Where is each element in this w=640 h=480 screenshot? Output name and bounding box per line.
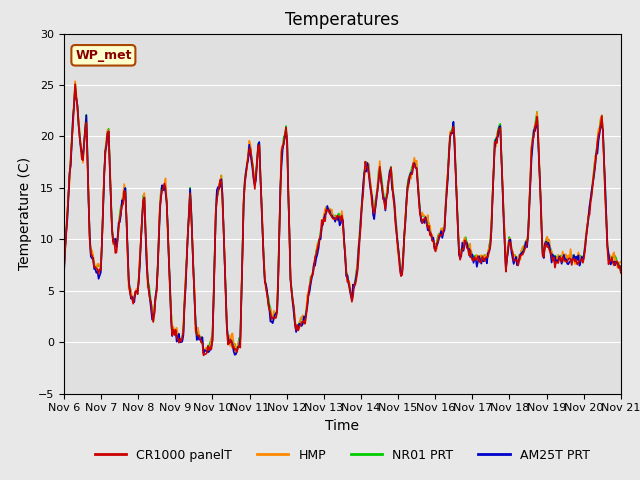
AM25T PRT	[60, 271, 68, 276]
AM25T PRT	[71, 84, 79, 90]
X-axis label: Time: Time	[325, 419, 360, 433]
HMP	[519, 244, 527, 250]
HMP	[60, 268, 68, 274]
HMP	[394, 248, 401, 253]
Line: CR1000 panelT: CR1000 panelT	[64, 84, 621, 355]
CR1000 panelT	[71, 82, 79, 87]
NR01 PRT	[606, 254, 614, 260]
CR1000 panelT	[60, 265, 68, 271]
AM25T PRT	[617, 268, 625, 274]
HMP	[330, 213, 338, 219]
NR01 PRT	[617, 264, 625, 270]
CR1000 panelT	[519, 252, 527, 258]
NR01 PRT	[394, 240, 401, 245]
Line: NR01 PRT: NR01 PRT	[64, 83, 621, 351]
CR1000 panelT	[617, 270, 625, 276]
HMP	[606, 252, 614, 258]
Line: AM25T PRT: AM25T PRT	[64, 87, 621, 355]
AM25T PRT	[364, 160, 371, 166]
CR1000 panelT	[330, 216, 338, 222]
HMP	[71, 78, 79, 84]
AM25T PRT	[231, 352, 239, 358]
AM25T PRT	[327, 212, 335, 218]
HMP	[617, 259, 625, 264]
NR01 PRT	[60, 262, 68, 267]
Title: Temperatures: Temperatures	[285, 11, 399, 29]
HMP	[327, 208, 335, 214]
Line: HMP: HMP	[64, 81, 621, 355]
NR01 PRT	[327, 207, 335, 213]
HMP	[364, 162, 371, 168]
Legend: CR1000 panelT, HMP, NR01 PRT, AM25T PRT: CR1000 panelT, HMP, NR01 PRT, AM25T PRT	[90, 444, 595, 467]
AM25T PRT	[606, 259, 614, 264]
CR1000 panelT	[364, 164, 371, 170]
NR01 PRT	[364, 161, 371, 167]
AM25T PRT	[519, 249, 527, 254]
NR01 PRT	[71, 80, 79, 85]
AM25T PRT	[330, 215, 338, 221]
NR01 PRT	[330, 215, 338, 221]
CR1000 panelT	[606, 257, 614, 263]
CR1000 panelT	[327, 212, 335, 217]
NR01 PRT	[204, 348, 212, 354]
Text: WP_met: WP_met	[75, 49, 132, 62]
NR01 PRT	[519, 247, 527, 253]
CR1000 panelT	[200, 352, 207, 358]
Y-axis label: Temperature (C): Temperature (C)	[19, 157, 33, 270]
CR1000 panelT	[394, 242, 401, 248]
HMP	[232, 352, 239, 358]
AM25T PRT	[394, 239, 401, 245]
